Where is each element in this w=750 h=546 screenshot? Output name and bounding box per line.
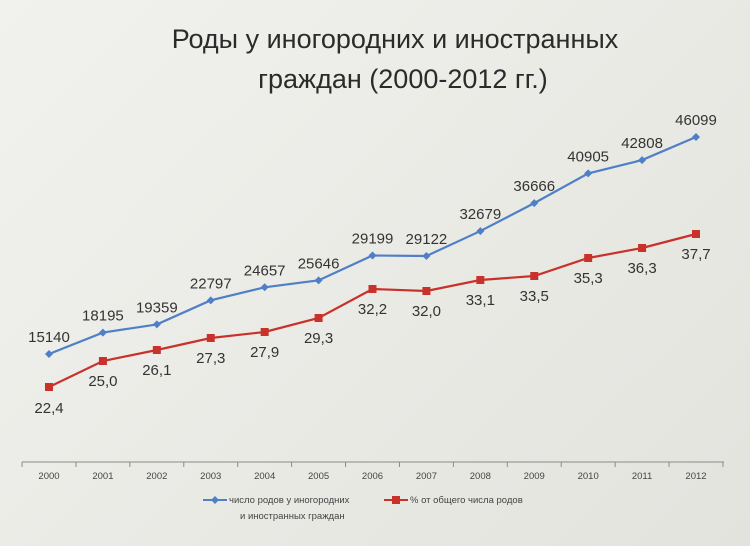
percent-label-2004: 27,9 bbox=[250, 344, 279, 361]
chart-title-line-2: граждан (2000-2012 гг.) bbox=[258, 64, 548, 94]
births-label-2011: 42808 bbox=[621, 135, 663, 152]
percent-point-2011 bbox=[638, 244, 647, 252]
chart-title-line-1: Роды у иногородних и иностранных bbox=[172, 24, 619, 54]
percent-point-2002 bbox=[152, 346, 161, 354]
x-tick-label-2001: 2001 bbox=[92, 471, 113, 482]
births-point-2000 bbox=[45, 350, 53, 358]
births-label-2003: 22797 bbox=[190, 275, 232, 292]
percent-label-2007: 32,0 bbox=[412, 303, 441, 320]
x-tick-label-2005: 2005 bbox=[308, 471, 329, 482]
births-label-2005: 25646 bbox=[298, 255, 340, 272]
x-tick-label-2006: 2006 bbox=[362, 471, 383, 482]
births-point-2008 bbox=[476, 227, 485, 236]
percent-point-2005 bbox=[314, 314, 323, 322]
births-label-2006: 29199 bbox=[352, 230, 394, 247]
births-point-2010 bbox=[584, 169, 593, 178]
births-label-2010: 40905 bbox=[567, 148, 609, 165]
legend: число родов у иногородних и иностранных г… bbox=[203, 495, 523, 522]
percent-point-2007 bbox=[422, 287, 431, 295]
x-tick-label-2004: 2004 bbox=[254, 471, 275, 482]
births-point-2009 bbox=[530, 199, 539, 208]
legend-marker-percent bbox=[392, 496, 400, 504]
births-point-2011 bbox=[638, 156, 647, 165]
births-point-2012 bbox=[692, 133, 700, 141]
percent-label-2006: 32,2 bbox=[358, 301, 387, 318]
x-tick-label-2012: 2012 bbox=[685, 471, 706, 482]
percent-label-2010: 35,3 bbox=[574, 270, 603, 287]
legend-marker-births bbox=[211, 496, 219, 504]
percent-label-2012: 37,7 bbox=[681, 246, 710, 263]
percent-point-2012 bbox=[692, 230, 700, 238]
percent-point-2003 bbox=[206, 334, 215, 342]
percent-point-2008 bbox=[476, 276, 485, 284]
percent-point-2010 bbox=[584, 254, 593, 262]
births-point-2006 bbox=[368, 251, 377, 260]
x-tick-label-2000: 2000 bbox=[38, 471, 59, 482]
x-tick-label-2009: 2009 bbox=[524, 471, 545, 482]
births-label-2007: 29122 bbox=[406, 231, 448, 248]
births-point-2002 bbox=[152, 320, 161, 329]
births-point-2001 bbox=[98, 328, 107, 337]
x-axis: 2000 2001 2002 2003 2004 2005 2006 2007 2008 2009… bbox=[21, 461, 724, 482]
percent-point-2006 bbox=[368, 285, 377, 293]
births-label-2002: 19359 bbox=[136, 299, 178, 316]
legend-label-births-line-2: и иностранных граждан bbox=[240, 511, 345, 522]
births-label-2009: 36666 bbox=[513, 178, 555, 195]
plot-area: 15140 18195 19359 22797 24657 25646 29199 29122… bbox=[28, 112, 717, 417]
percent-label-2003: 27,3 bbox=[196, 350, 225, 367]
births-point-2005 bbox=[314, 276, 323, 285]
percent-label-2011: 36,3 bbox=[627, 260, 656, 277]
births-label-2008: 32679 bbox=[459, 206, 501, 223]
births-label-2001: 18195 bbox=[82, 308, 124, 325]
legend-label-percent: % от общего числа родов bbox=[410, 495, 523, 506]
x-tick-label-2011: 2011 bbox=[632, 471, 652, 482]
x-tick-label-2008: 2008 bbox=[470, 471, 491, 482]
percent-label-2005: 29,3 bbox=[304, 330, 333, 347]
percent-point-2009 bbox=[530, 272, 539, 280]
percent-point-2004 bbox=[260, 328, 269, 336]
percent-point-2000 bbox=[45, 383, 53, 391]
births-point-2007 bbox=[422, 251, 431, 260]
x-tick-label-2002: 2002 bbox=[146, 471, 167, 482]
percent-point-2001 bbox=[98, 357, 107, 365]
percent-label-2000: 22,4 bbox=[34, 400, 63, 417]
legend-label-births-line-1: число родов у иногородних bbox=[229, 495, 350, 506]
chart-title: Роды у иногородних и иностранных граждан… bbox=[172, 24, 619, 94]
births-point-2003 bbox=[206, 296, 215, 305]
x-tick-label-2003: 2003 bbox=[200, 471, 221, 482]
x-tick-label-2007: 2007 bbox=[416, 471, 437, 482]
percent-label-2001: 25,0 bbox=[88, 373, 117, 390]
births-label-2004: 24657 bbox=[244, 262, 286, 279]
x-tick-label-2010: 2010 bbox=[578, 471, 599, 482]
births-label-2000: 15140 bbox=[28, 329, 70, 346]
percent-label-2002: 26,1 bbox=[142, 362, 171, 379]
percent-label-2009: 33,5 bbox=[520, 288, 549, 305]
births-label-2012: 46099 bbox=[675, 112, 717, 129]
births-point-2004 bbox=[260, 283, 269, 292]
percent-label-2008: 33,1 bbox=[466, 292, 495, 309]
